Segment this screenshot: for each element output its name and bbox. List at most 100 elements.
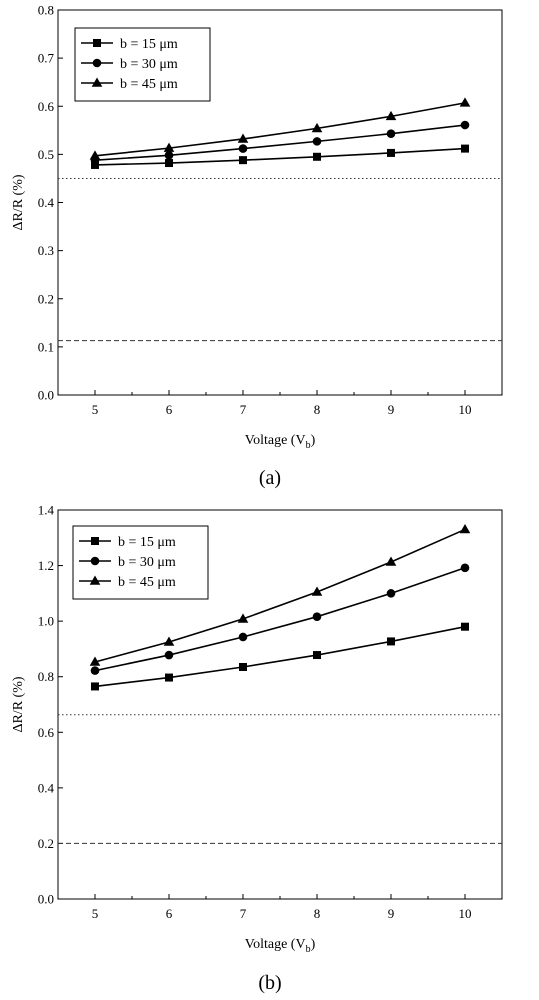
legend: b = 15 μm b = 30 μm b = 45 μm: [72, 525, 209, 600]
x-tick-label: 6: [166, 906, 173, 921]
square-marker: [461, 144, 469, 153]
series-triangle: [89, 523, 471, 666]
x-tick-label: 5: [92, 906, 99, 921]
x-tick-label: 10: [459, 402, 472, 417]
y-tick-label: 0.7: [38, 51, 55, 66]
circle-marker: [164, 650, 174, 660]
x-tick-label: 7: [240, 906, 247, 921]
series-line: [94, 625, 466, 688]
triangle-marker: [311, 586, 323, 596]
legend: b = 15 μm b = 30 μm b = 45 μm: [74, 27, 211, 102]
chart-b: 5 6 7 8 9 10 0.0 0.2 0.4 0.6 0.8 1.0 1.2 1.4 b = 15 μm…: [11, 503, 503, 994]
triangle-marker: [163, 142, 175, 152]
square-marker: [165, 673, 173, 682]
series-triangle: [89, 97, 471, 160]
chart-a: 5 6 7 8 9 10 0.0 0.1 0.2 0.3 0.4 0.5 0.6 0.7 0.8 b = 15…: [11, 3, 503, 489]
series-line: [94, 528, 466, 663]
series-line: [94, 124, 466, 161]
triangle-marker: [91, 77, 103, 87]
square-marker: [239, 156, 247, 165]
x-tick-label: 9: [388, 906, 395, 921]
y-tick-label: 0.2: [38, 291, 54, 306]
x-tick-label: 7: [240, 402, 247, 417]
legend-label: b = 15 μm: [118, 535, 176, 550]
circle-marker: [460, 120, 470, 130]
triangle-marker: [311, 122, 323, 133]
x-tick-label: 8: [314, 402, 321, 417]
x-tick-label: 6: [166, 402, 173, 417]
panel-caption: (a): [259, 467, 281, 489]
circle-marker: [92, 58, 102, 68]
legend-label: b = 15 μm: [120, 37, 178, 52]
x-axis-label-subscript: b: [306, 944, 311, 955]
y-tick-label: 0.6: [38, 725, 55, 740]
x-tick-label: 8: [314, 906, 321, 921]
square-marker: [91, 537, 99, 545]
y-axis-label: ΔR/R (%): [11, 676, 26, 732]
square-marker: [387, 637, 395, 646]
y-tick-label: 0.2: [38, 836, 54, 851]
square-marker: [93, 39, 101, 47]
triangle-marker: [459, 523, 471, 534]
y-axis-label: ΔR/R (%): [11, 174, 26, 230]
x-axis-label-close: ): [311, 433, 316, 448]
triangle-marker: [163, 636, 175, 646]
triangle-marker: [385, 110, 397, 121]
legend-label: b = 45 μm: [118, 575, 176, 590]
y-tick-label: 1.4: [38, 503, 55, 518]
y-tick-label: 0.5: [38, 147, 54, 162]
square-marker: [313, 651, 321, 660]
x-axis-label: Voltage (Vb): [245, 433, 316, 451]
square-marker: [239, 662, 247, 671]
triangle-marker: [385, 556, 397, 566]
y-tick-label: 0.8: [38, 3, 54, 18]
legend-label: b = 45 μm: [120, 77, 178, 92]
x-tick-label: 5: [92, 402, 99, 417]
series-line: [94, 102, 466, 157]
square-marker: [91, 682, 99, 691]
square-marker: [313, 152, 321, 161]
square-marker: [461, 622, 469, 631]
y-tick-label: 0.4: [38, 780, 55, 795]
y-tick-label: 0.0: [38, 388, 54, 403]
circle-marker: [386, 129, 396, 138]
circle-marker: [386, 589, 396, 598]
y-tick-label: 0.8: [38, 669, 54, 684]
x-axis-label-main: Voltage (V: [245, 433, 306, 448]
square-marker: [165, 159, 173, 168]
y-tick-label: 0.0: [38, 892, 54, 907]
series-square: [91, 622, 469, 691]
x-axis-label-close: ): [311, 937, 316, 952]
y-tick-label: 0.4: [38, 195, 55, 210]
circle-marker: [238, 632, 248, 642]
circle-marker: [90, 556, 100, 566]
x-axis-label-subscript: b: [306, 440, 311, 451]
triangle-marker: [89, 150, 101, 160]
triangle-marker: [237, 613, 249, 623]
x-axis-label-main: Voltage (V: [245, 937, 306, 952]
y-tick-label: 0.1: [38, 339, 54, 354]
series-square: [91, 144, 469, 169]
triangle-marker: [459, 97, 471, 107]
square-marker: [91, 160, 99, 169]
triangle-marker: [237, 133, 249, 143]
y-tick-label: 1.2: [38, 558, 54, 573]
circle-marker: [90, 666, 100, 675]
legend-label: b = 30 μm: [120, 57, 178, 72]
legend-label: b = 30 μm: [118, 555, 176, 570]
triangle-marker: [89, 575, 101, 585]
x-tick-label: 9: [388, 402, 395, 417]
series-line: [94, 147, 466, 166]
square-marker: [387, 148, 395, 157]
series-circle: [90, 563, 470, 675]
y-tick-label: 0.6: [38, 99, 55, 114]
y-tick-label: 1.0: [38, 614, 54, 629]
series-line: [94, 567, 466, 672]
circle-marker: [238, 144, 248, 153]
x-tick-label: 10: [459, 906, 472, 921]
circle-marker: [164, 151, 174, 160]
triangle-marker: [89, 656, 101, 666]
circle-marker: [312, 137, 322, 146]
y-tick-label: 0.3: [38, 243, 54, 258]
